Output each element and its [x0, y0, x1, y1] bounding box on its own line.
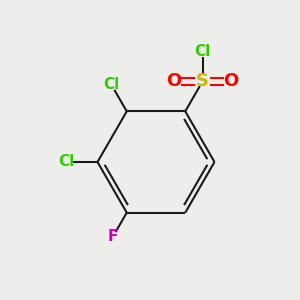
Text: F: F — [108, 229, 119, 244]
Text: S: S — [196, 73, 209, 91]
Text: Cl: Cl — [103, 76, 119, 92]
Text: Cl: Cl — [194, 44, 211, 59]
Text: Cl: Cl — [58, 154, 74, 169]
Text: O: O — [167, 73, 182, 91]
Text: O: O — [224, 73, 238, 91]
